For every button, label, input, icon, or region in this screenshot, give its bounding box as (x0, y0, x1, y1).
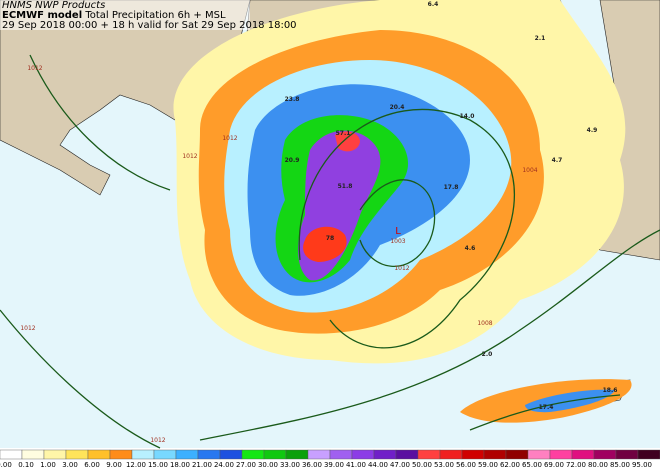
legend-swatch (483, 449, 507, 460)
precip-label: 20.4 (390, 104, 405, 111)
legend-swatch (43, 449, 67, 460)
low-pressure: 1003 (390, 238, 405, 245)
legend-swatch (417, 449, 441, 460)
precipitation (173, 0, 632, 423)
precip-label: 18.6 (603, 387, 618, 394)
legend-label: 47.00 (390, 461, 410, 469)
legend-label: 50.00 (412, 461, 432, 469)
legend-swatch (241, 449, 265, 460)
legend-swatch (549, 449, 573, 460)
legend-label: 56.00 (456, 461, 476, 469)
legend-label: 18.00 (170, 461, 190, 469)
precip-label: 4.6 (465, 245, 476, 252)
legend-swatch (395, 449, 419, 460)
legend-swatch (527, 449, 551, 460)
legend-label: 1.00 (40, 461, 56, 469)
legend-swatch (263, 449, 287, 460)
legend-label: 85.00 (610, 461, 630, 469)
precip-label: 4.7 (552, 157, 563, 164)
legend-swatch (219, 449, 243, 460)
legend-swatch (637, 449, 660, 460)
legend-label: 41.00 (346, 461, 366, 469)
legend-label: 69.00 (544, 461, 564, 469)
legend-swatch (153, 449, 177, 460)
legend-label: 24.00 (214, 461, 234, 469)
precip-label: 6.4 (428, 1, 439, 8)
legend-label: 39.00 (324, 461, 344, 469)
legend-swatch (461, 449, 485, 460)
precip-label: 17.4 (539, 404, 554, 411)
legend-swatch (65, 449, 89, 460)
legend-label: 59.00 (478, 461, 498, 469)
legend-swatch (21, 449, 45, 460)
legend-label: 65.00 (522, 461, 542, 469)
legend-label: 44.00 (368, 461, 388, 469)
low-symbol: L (395, 226, 401, 237)
precip-label: 20.9 (285, 157, 300, 164)
legend-label: 27.00 (236, 461, 256, 469)
legend-swatch (329, 449, 353, 460)
precip-label: 4.9 (587, 127, 598, 134)
isobar-label: 1008 (477, 320, 492, 327)
precip-label: 14.0 (460, 113, 475, 120)
legend-label: 53.00 (434, 461, 454, 469)
legend-label: 33.00 (280, 461, 300, 469)
precip-label: 2.1 (535, 35, 546, 42)
legend-swatch (571, 449, 595, 460)
legend-label: 62.00 (500, 461, 520, 469)
isobar-label: 1012 (27, 65, 42, 72)
legend-label: 95.00 (632, 461, 652, 469)
precip-label: 17.8 (444, 184, 459, 191)
precip-label: 23.8 (285, 96, 300, 103)
legend-label: 3.00 (62, 461, 78, 469)
precip-label: 2.0 (482, 351, 493, 358)
legend-swatch (109, 449, 133, 460)
legend-label: 15.00 (148, 461, 168, 469)
header-backdrop (0, 0, 250, 30)
valid-time: 29 Sep 2018 00:00 + 18 h valid for Sat 2… (2, 20, 297, 31)
legend-label: 30.00 (258, 461, 278, 469)
legend-swatch (131, 449, 155, 460)
title: ECMWF model Total Precipitation 6h + MSL (2, 10, 226, 21)
legend-label: 72.00 (566, 461, 586, 469)
isobar-label: 1012 (20, 325, 35, 332)
legend-swatch (439, 449, 463, 460)
precip-label: 51.8 (338, 183, 353, 190)
isobar-label: 1012 (222, 135, 237, 142)
isobar-label: 1012 (150, 437, 165, 444)
legend-swatch (175, 449, 199, 460)
legend-label: 6.00 (84, 461, 100, 469)
legend-label: 0.00 (0, 461, 12, 469)
legend-label: 36.00 (302, 461, 322, 469)
legend-label: 80.00 (588, 461, 608, 469)
legend-swatch (505, 449, 529, 460)
source: HNMS NWP Products (2, 0, 105, 11)
isobars (0, 54, 660, 449)
legend-swatch (373, 449, 397, 460)
precip-label: 78 (326, 235, 334, 242)
isobar-label: 1004 (522, 167, 537, 174)
legend-label: 9.00 (106, 461, 122, 469)
legend-swatch (0, 449, 23, 460)
legend: 0.000.101.003.006.009.0012.0015.0018.002… (0, 449, 660, 469)
legend-swatch (615, 449, 639, 460)
legend-swatch (197, 449, 221, 460)
legend-label: 21.00 (192, 461, 212, 469)
legend-label: 0.10 (18, 461, 34, 469)
model: ECMWF model (2, 10, 82, 21)
isobar-label: 1012 (394, 265, 409, 272)
legend-label: 12.00 (126, 461, 146, 469)
legend-swatch (87, 449, 111, 460)
product: Total Precipitation 6h + MSL (84, 10, 226, 21)
legend-swatch (351, 449, 375, 460)
legend-swatch (307, 449, 331, 460)
legend-swatch (285, 449, 309, 460)
precip-label: 57.1 (336, 130, 351, 137)
isobar-label: 1012 (182, 153, 197, 160)
legend-swatch (593, 449, 617, 460)
